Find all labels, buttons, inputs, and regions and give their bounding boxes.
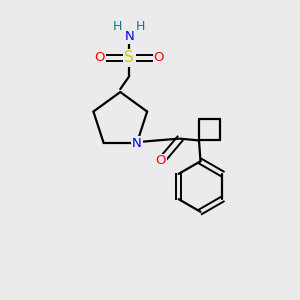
Text: O: O: [155, 154, 166, 167]
Text: N: N: [124, 30, 134, 43]
Text: O: O: [94, 51, 105, 64]
Text: H: H: [136, 20, 145, 33]
Text: O: O: [154, 51, 164, 64]
Text: H: H: [113, 20, 123, 33]
Text: N: N: [132, 136, 142, 150]
Text: S: S: [124, 50, 134, 65]
